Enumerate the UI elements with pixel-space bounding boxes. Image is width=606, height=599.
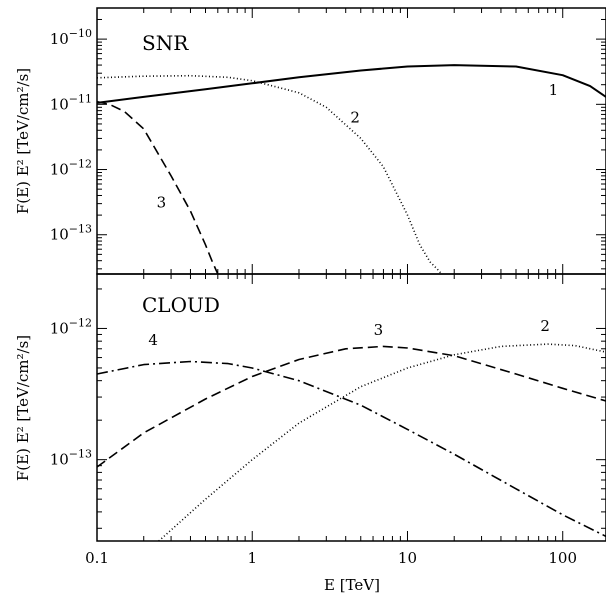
snr-ticks — [96, 7, 606, 274]
x-tick-label: 100 — [548, 549, 577, 567]
cloud-y-axis-title: F(E) E² [TeV/cm²/s] — [14, 335, 32, 481]
cloud-series-group — [96, 343, 606, 542]
x-tick-labels: 0.1 1 10 100 — [85, 549, 577, 567]
x-tick-label: 0.1 — [85, 549, 109, 567]
cloud-panel: CLOUD 4 3 2 10−13 10−12 0.1 1 10 100 F(E) E² [… — [14, 273, 606, 594]
x-axis-title: E [TeV] — [324, 576, 380, 594]
snr-panel-title: SNR — [142, 31, 189, 55]
cloud-curve-label: 2 — [540, 317, 550, 335]
snr-y-tick-label: 10−11 — [50, 92, 92, 113]
cloud-series-3-line — [96, 345, 606, 468]
x-tick-label: 10 — [398, 549, 417, 567]
snr-curve-label: 3 — [157, 194, 167, 212]
snr-y-tick-label: 10−13 — [50, 223, 92, 244]
cloud-panel-title: CLOUD — [142, 293, 220, 317]
snr-curve-label: 1 — [549, 81, 559, 99]
snr-y-axis-title: F(E) E² [TeV/cm²/s] — [14, 68, 32, 214]
snr-panel: SNR 1 2 3 10−13 10−12 10−11 10−10 F(E) E² [Te… — [14, 7, 606, 275]
cloud-y-tick-label: 10−12 — [50, 316, 92, 337]
cloud-series-4-line — [96, 360, 606, 538]
snr-curve-labels: 1 2 3 — [157, 81, 558, 212]
cloud-plot-frame — [96, 273, 606, 542]
cloud-ticks — [96, 274, 606, 541]
snr-curve-label: 2 — [350, 108, 360, 126]
snr-y-tick-label: 10−10 — [50, 27, 92, 48]
cloud-curve-label: 4 — [148, 331, 158, 349]
snr-y-tick-labels: 10−13 10−12 10−11 10−10 — [50, 27, 92, 244]
cloud-curve-label: 3 — [374, 321, 384, 339]
cloud-y-tick-labels: 10−13 10−12 — [50, 316, 92, 468]
cloud-series-2-line — [158, 343, 606, 542]
snr-y-tick-label: 10−12 — [50, 158, 92, 179]
cloud-curve-labels: 4 3 2 — [148, 317, 549, 349]
cloud-y-tick-label: 10−13 — [50, 448, 92, 469]
snr-series-1-line — [96, 64, 606, 104]
snr-series-3-line — [96, 100, 219, 275]
snr-series-group — [96, 64, 606, 275]
snr-series-2-line — [96, 74, 443, 275]
x-tick-label: 1 — [247, 549, 257, 567]
